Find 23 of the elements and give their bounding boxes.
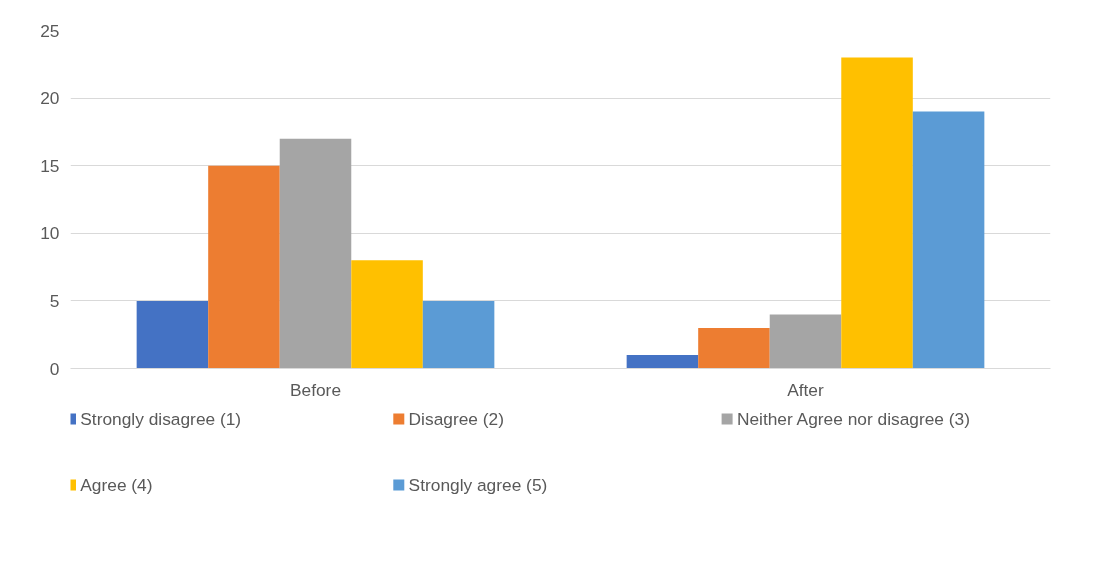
bar bbox=[422, 300, 495, 369]
y-tick-label: 10 bbox=[40, 223, 60, 244]
bar bbox=[626, 354, 699, 369]
bar bbox=[208, 165, 280, 369]
legend-label: Strongly agree (5) bbox=[408, 475, 548, 495]
bar bbox=[698, 327, 770, 369]
y-tick-label: 0 bbox=[49, 358, 60, 379]
bar bbox=[769, 314, 842, 369]
bar bbox=[841, 57, 913, 369]
x-tick-label: Before bbox=[289, 379, 342, 400]
bar bbox=[279, 138, 352, 369]
bar bbox=[351, 260, 423, 369]
bar bbox=[912, 111, 985, 369]
y-tick-label: 20 bbox=[40, 88, 60, 109]
y-tick-label: 15 bbox=[40, 155, 60, 176]
y-tick-label: 25 bbox=[40, 20, 60, 41]
y-tick-label: 5 bbox=[49, 290, 60, 311]
legend-label: Disagree (2) bbox=[408, 409, 504, 429]
legend-label: Strongly disagree (1) bbox=[80, 409, 242, 429]
legend-label: Neither Agree nor disagree (3) bbox=[736, 409, 970, 429]
legend-label: Agree (4) bbox=[80, 475, 153, 495]
x-tick-label: After bbox=[787, 379, 825, 400]
bar bbox=[136, 300, 209, 369]
